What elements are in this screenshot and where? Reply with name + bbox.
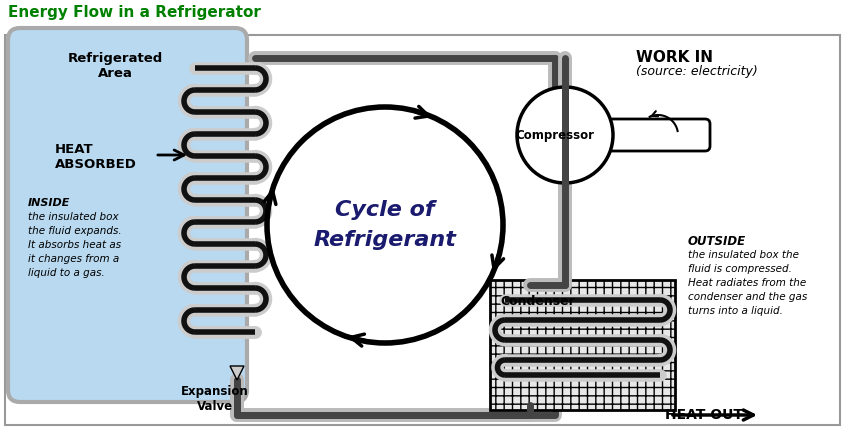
- Circle shape: [517, 87, 613, 183]
- FancyBboxPatch shape: [605, 119, 710, 151]
- FancyBboxPatch shape: [8, 28, 247, 402]
- Bar: [490, 280, 675, 410]
- Text: HEAT
ABSORBED: HEAT ABSORBED: [55, 143, 137, 171]
- Text: the insulated box the
fluid is compressed.
Heat radiates from the
condenser and : the insulated box the fluid is compresse…: [688, 250, 807, 316]
- Text: WORK IN: WORK IN: [636, 50, 713, 65]
- Text: OUTSIDE: OUTSIDE: [688, 235, 746, 248]
- Text: Refrigerant: Refrigerant: [314, 230, 456, 250]
- Text: INSIDE: INSIDE: [28, 198, 70, 208]
- Text: Compressor: Compressor: [516, 128, 594, 142]
- Text: Condenser: Condenser: [500, 295, 575, 308]
- Text: HEAT OUT: HEAT OUT: [665, 408, 743, 422]
- Text: Refrigerated
Area: Refrigerated Area: [67, 52, 163, 80]
- Text: Energy Flow in a Refrigerator: Energy Flow in a Refrigerator: [8, 5, 261, 20]
- Text: Cycle of: Cycle of: [335, 200, 435, 220]
- Text: (source: electricity): (source: electricity): [636, 65, 758, 78]
- Polygon shape: [230, 366, 244, 380]
- Text: Expansion
Valve: Expansion Valve: [181, 385, 248, 413]
- Text: the insulated box
the fluid expands.
It absorbs heat as
it changes from a
liquid: the insulated box the fluid expands. It …: [28, 212, 121, 278]
